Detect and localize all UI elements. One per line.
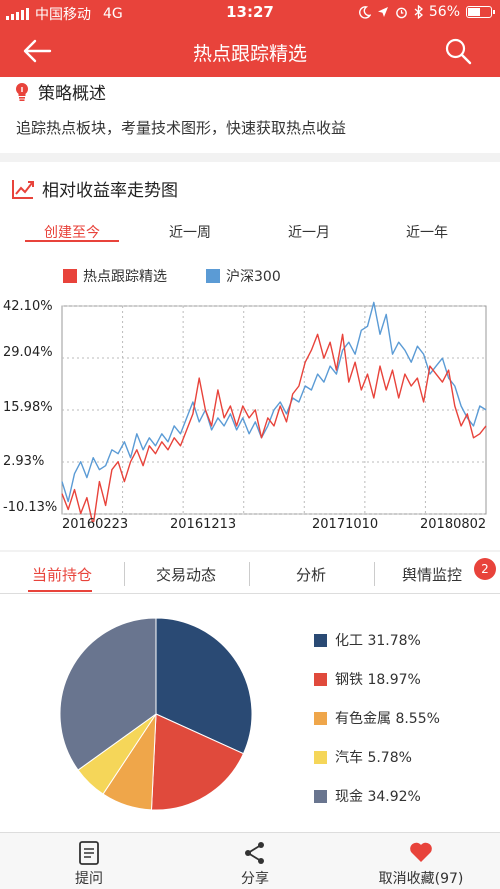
battery-fill (468, 8, 480, 16)
holdings-tab-indicator (28, 590, 92, 592)
pie-legend-label: 汽车 5.78% (335, 750, 412, 766)
y-tick-label: 2.93% (3, 454, 45, 469)
pie-slice (155, 617, 253, 755)
ask-button[interactable]: 提问 (6, 833, 172, 889)
y-tick-label: 42.10% (3, 299, 53, 314)
strategy-title: 策略概述 (38, 84, 106, 104)
line-chart (61, 301, 487, 522)
y-tick-label: 15.98% (3, 400, 53, 415)
tab-one-month[interactable]: 近一月 (288, 225, 330, 241)
pie-slice (150, 713, 245, 811)
pie-legend-item: 有色金属 8.55% (314, 708, 440, 728)
trend-chart-icon (12, 179, 34, 199)
ask-label: 提问 (75, 871, 103, 887)
carrier-label: 中国移动 (35, 7, 91, 23)
x-tick-label: 20171010 (312, 517, 379, 532)
network-label: 4G (103, 6, 123, 22)
status-bar: 中国移动 4G 13:27 56% (0, 0, 500, 25)
tab-one-year[interactable]: 近一年 (406, 225, 448, 241)
x-tick-label: 20180802 (420, 517, 487, 532)
pie-legend-item: 化工 31.78% (314, 630, 421, 650)
moon-icon (358, 5, 371, 19)
status-time: 13:27 (226, 3, 274, 21)
tab-sentiment-monitor[interactable]: 舆情监控 (401, 566, 462, 584)
tab-one-week[interactable]: 近一周 (169, 225, 211, 241)
bottom-bar: 提问 分享 取消收藏(97) (0, 832, 500, 889)
tab-trade-activity[interactable]: 交易动态 (155, 566, 216, 584)
share-button[interactable]: 分享 (172, 833, 338, 889)
share-label: 分享 (241, 871, 269, 887)
y-tick-label: -10.13% (3, 500, 58, 515)
holdings-tabs: 当前持仓 交易动态 分析 舆情监控 2 (0, 552, 500, 594)
trend-title: 相对收益率走势图 (42, 181, 178, 201)
notification-badge: 2 (474, 558, 496, 580)
legend-swatch-strategy (63, 269, 77, 283)
lightbulb-icon (15, 82, 29, 101)
pie-legend-swatch (314, 750, 327, 764)
range-tab-indicator (25, 240, 119, 242)
pie-legend-item: 钢铁 18.97% (314, 669, 421, 689)
pie-legend-label: 化工 31.78% (335, 633, 421, 649)
pie-chart (59, 617, 253, 811)
unfavorite-button[interactable]: 取消收藏(97) (338, 833, 500, 889)
status-right: 56% (358, 4, 495, 20)
pie-legend-swatch (314, 789, 327, 803)
pie-legend-item: 现金 34.92% (314, 786, 421, 806)
document-icon (79, 841, 99, 865)
strategy-description: 追踪热点板块，考量技术图形，快速获取热点收益 (16, 119, 347, 137)
location-icon (377, 7, 388, 17)
pie-legend-swatch (314, 711, 327, 725)
tab-divider (374, 562, 375, 586)
page-title: 热点跟踪精选 (192, 43, 307, 65)
signal-icon (6, 8, 29, 20)
x-tick-label: 20161213 (170, 517, 237, 532)
battery-icon (466, 6, 495, 18)
legend-swatch-hs300 (206, 269, 220, 283)
y-tick-label: 29.04% (3, 345, 53, 360)
legend-label-strategy: 热点跟踪精选 (83, 269, 167, 285)
unfavorite-label: 取消收藏(97) (378, 871, 464, 887)
search-icon[interactable] (444, 37, 472, 65)
pie-legend-swatch (314, 672, 327, 686)
tab-current-holdings[interactable]: 当前持仓 (31, 566, 92, 584)
pie-legend-label: 有色金属 8.55% (335, 711, 440, 727)
bluetooth-icon (414, 5, 423, 19)
share-icon (245, 842, 264, 864)
pie-legend-item: 汽车 5.78% (314, 747, 412, 767)
range-tabs: 创建至今 近一周 近一月 近一年 (0, 222, 500, 248)
tab-since-creation[interactable]: 创建至今 (44, 225, 100, 241)
strategy-header: 策略概述 (14, 79, 106, 104)
tab-divider (249, 562, 250, 586)
trend-header: 相对收益率走势图 (12, 176, 178, 201)
legend-item-strategy: 热点跟踪精选 (63, 266, 167, 286)
back-arrow-icon[interactable] (22, 37, 52, 65)
holdings-card: 当前持仓 交易动态 分析 舆情监控 2 化工 31.78% 钢铁 18.97% … (0, 552, 500, 832)
tab-divider (124, 562, 125, 586)
x-tick-label: 20160223 (62, 517, 129, 532)
nav-bar: 热点跟踪精选 (0, 25, 500, 77)
alarm-icon (396, 7, 407, 18)
battery-percent: 56% (428, 4, 460, 20)
pie-legend-label: 现金 34.92% (335, 789, 421, 805)
legend-item-hs300: 沪深300 (206, 266, 281, 286)
series-line-hs300 (61, 301, 487, 503)
status-left: 中国移动 4G (6, 4, 123, 24)
heart-icon (410, 842, 432, 862)
legend-label-hs300: 沪深300 (226, 269, 281, 285)
tab-analysis[interactable]: 分析 (295, 566, 326, 584)
strategy-card: 策略概述 追踪热点板块，考量技术图形，快速获取热点收益 (0, 77, 500, 153)
pie-legend-label: 钢铁 18.97% (335, 672, 421, 688)
pie-slice (59, 617, 157, 771)
pie-legend-swatch (314, 633, 327, 647)
trend-card: 相对收益率走势图 创建至今 近一周 近一月 近一年 热点跟踪精选 沪深300 4… (0, 162, 500, 550)
series-line-strategy (61, 333, 487, 522)
